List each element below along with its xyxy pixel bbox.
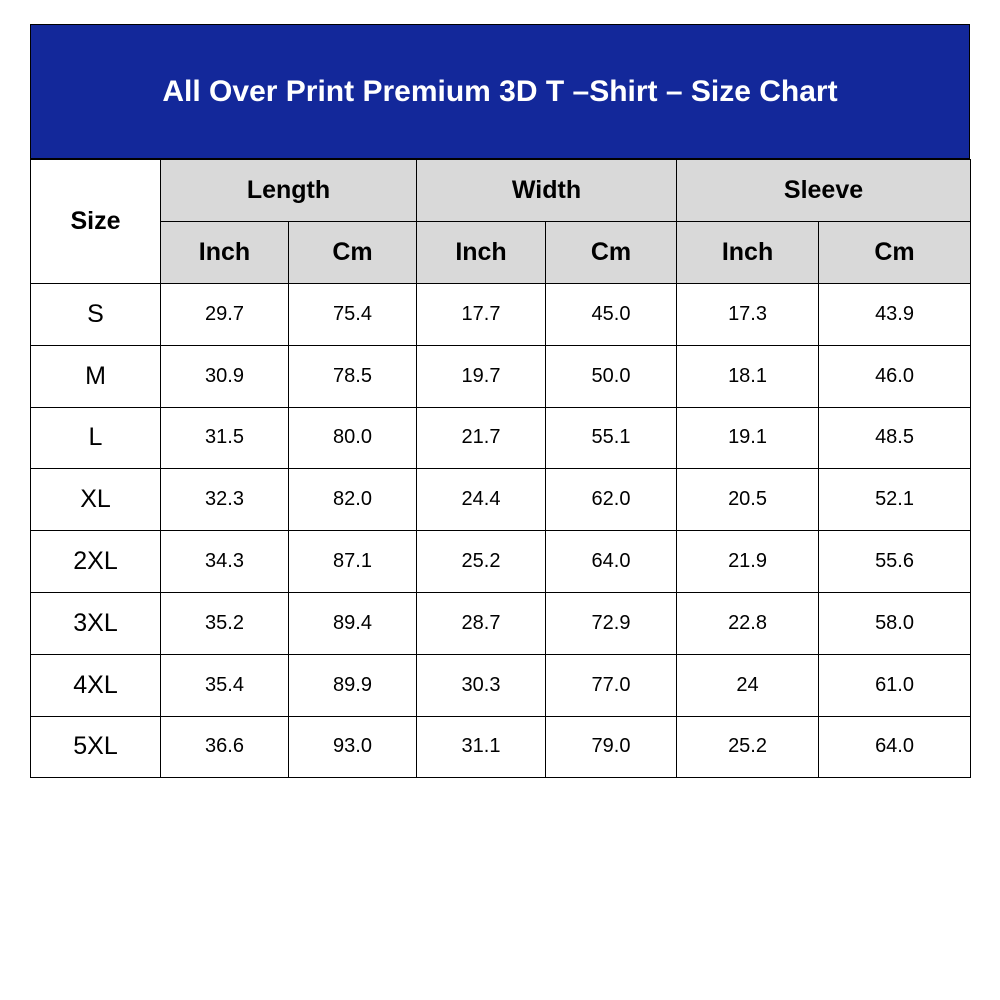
width-header: Width	[416, 159, 678, 222]
value-cell: 17.7	[416, 283, 547, 346]
value-cell: 77.0	[545, 653, 678, 717]
table-body: S 29.7 75.4 17.7 45.0 17.3 43.9 M 30.9 78.5 19.7 50…	[30, 283, 972, 779]
value-cell: 21.9	[676, 530, 820, 593]
value-cell: 46.0	[818, 344, 972, 408]
table-row: 3XL 35.2 89.4 28.7 72.9 22.8 58.0	[30, 591, 972, 655]
value-cell: 80.0	[287, 406, 418, 470]
value-cell: 55.6	[818, 530, 972, 593]
value-cell: 62.0	[545, 468, 678, 532]
unit-header: Cm	[818, 221, 972, 284]
value-cell: 20.5	[676, 468, 820, 532]
value-cell: 25.2	[416, 530, 547, 593]
table-row: L 31.5 80.0 21.7 55.1 19.1 48.5	[30, 406, 972, 470]
table-row: 5XL 36.6 93.0 31.1 79.0 25.2 64.0	[30, 715, 972, 779]
size-header: Size	[30, 159, 161, 284]
size-chart: All Over Print Premium 3D T –Shirt – Siz…	[30, 24, 972, 779]
size-table: Size Length Width Sleeve Inch Cm Inch Cm…	[30, 159, 972, 779]
value-cell: 18.1	[676, 344, 820, 408]
value-cell: 55.1	[545, 406, 678, 470]
value-cell: 82.0	[287, 468, 418, 532]
value-cell: 21.7	[416, 406, 547, 470]
value-cell: 61.0	[818, 653, 972, 717]
value-cell: 52.1	[818, 468, 972, 532]
value-cell: 93.0	[287, 715, 418, 779]
chart-title: All Over Print Premium 3D T –Shirt – Siz…	[30, 24, 970, 159]
size-cell: 4XL	[30, 653, 161, 717]
size-cell: M	[30, 344, 161, 408]
size-cell: L	[30, 406, 161, 470]
value-cell: 19.7	[416, 344, 547, 408]
value-cell: 87.1	[287, 530, 418, 593]
size-cell: S	[30, 283, 161, 346]
size-cell: 2XL	[30, 530, 161, 593]
value-cell: 24	[676, 653, 820, 717]
value-cell: 22.8	[676, 591, 820, 655]
value-cell: 24.4	[416, 468, 547, 532]
value-cell: 72.9	[545, 591, 678, 655]
value-cell: 64.0	[818, 715, 972, 779]
value-cell: 79.0	[545, 715, 678, 779]
value-cell: 48.5	[818, 406, 972, 470]
size-cell: 5XL	[30, 715, 161, 779]
unit-header: Cm	[545, 221, 678, 284]
value-cell: 35.2	[160, 591, 289, 655]
value-cell: 89.4	[287, 591, 418, 655]
value-cell: 31.5	[160, 406, 289, 470]
value-cell: 50.0	[545, 344, 678, 408]
value-cell: 35.4	[160, 653, 289, 717]
value-cell: 30.3	[416, 653, 547, 717]
table-row: S 29.7 75.4 17.7 45.0 17.3 43.9	[30, 283, 972, 346]
unit-header: Inch	[160, 221, 289, 284]
table-row: M 30.9 78.5 19.7 50.0 18.1 46.0	[30, 344, 972, 408]
value-cell: 19.1	[676, 406, 820, 470]
value-cell: 17.3	[676, 283, 820, 346]
table-row: XL 32.3 82.0 24.4 62.0 20.5 52.1	[30, 468, 972, 532]
value-cell: 25.2	[676, 715, 820, 779]
size-cell: XL	[30, 468, 161, 532]
unit-header: Inch	[416, 221, 547, 284]
value-cell: 43.9	[818, 283, 972, 346]
value-cell: 58.0	[818, 591, 972, 655]
value-cell: 30.9	[160, 344, 289, 408]
value-cell: 45.0	[545, 283, 678, 346]
value-cell: 78.5	[287, 344, 418, 408]
size-cell: 3XL	[30, 591, 161, 655]
value-cell: 75.4	[287, 283, 418, 346]
value-cell: 32.3	[160, 468, 289, 532]
sleeve-header: Sleeve	[676, 159, 972, 222]
unit-header: Inch	[676, 221, 820, 284]
value-cell: 31.1	[416, 715, 547, 779]
value-cell: 29.7	[160, 283, 289, 346]
table-row: 2XL 34.3 87.1 25.2 64.0 21.9 55.6	[30, 530, 972, 593]
value-cell: 28.7	[416, 591, 547, 655]
value-cell: 89.9	[287, 653, 418, 717]
unit-header: Cm	[287, 221, 418, 284]
length-header: Length	[159, 159, 418, 222]
value-cell: 36.6	[160, 715, 289, 779]
table-row: 4XL 35.4 89.9 30.3 77.0 24 61.0	[30, 653, 972, 717]
value-cell: 34.3	[160, 530, 289, 593]
value-cell: 64.0	[545, 530, 678, 593]
